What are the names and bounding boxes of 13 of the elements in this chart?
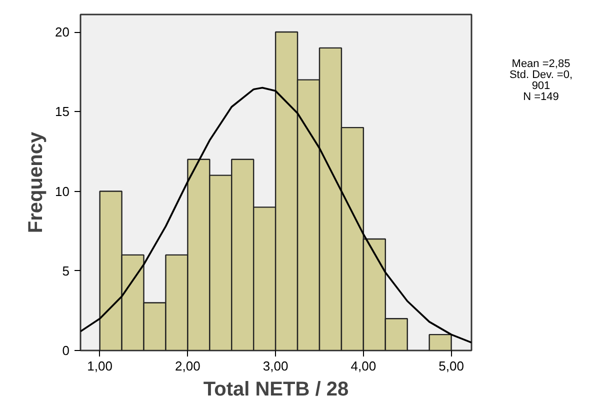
x-tick-label: 2,00 — [175, 358, 200, 374]
y-axis-title: Frequency — [25, 131, 48, 234]
y-tick-label: 10 — [55, 184, 70, 199]
y-tick-label: 0 — [62, 343, 70, 358]
x-tick-label: 5,00 — [438, 358, 464, 374]
text: Mean =2,85 Std. Dev. =0, 901 N =149 — [509, 58, 573, 103]
x-tick-label: 1,00 — [87, 358, 112, 374]
y-tick-label: 20 — [55, 24, 70, 40]
y-tick-label: 15 — [55, 104, 70, 120]
x-tick-label: 4,00 — [350, 358, 376, 374]
x-tick-label: 3,00 — [262, 358, 288, 374]
y-tick-label: 5 — [62, 263, 70, 278]
x-axis-title: Total NETB / 28 — [203, 378, 349, 400]
